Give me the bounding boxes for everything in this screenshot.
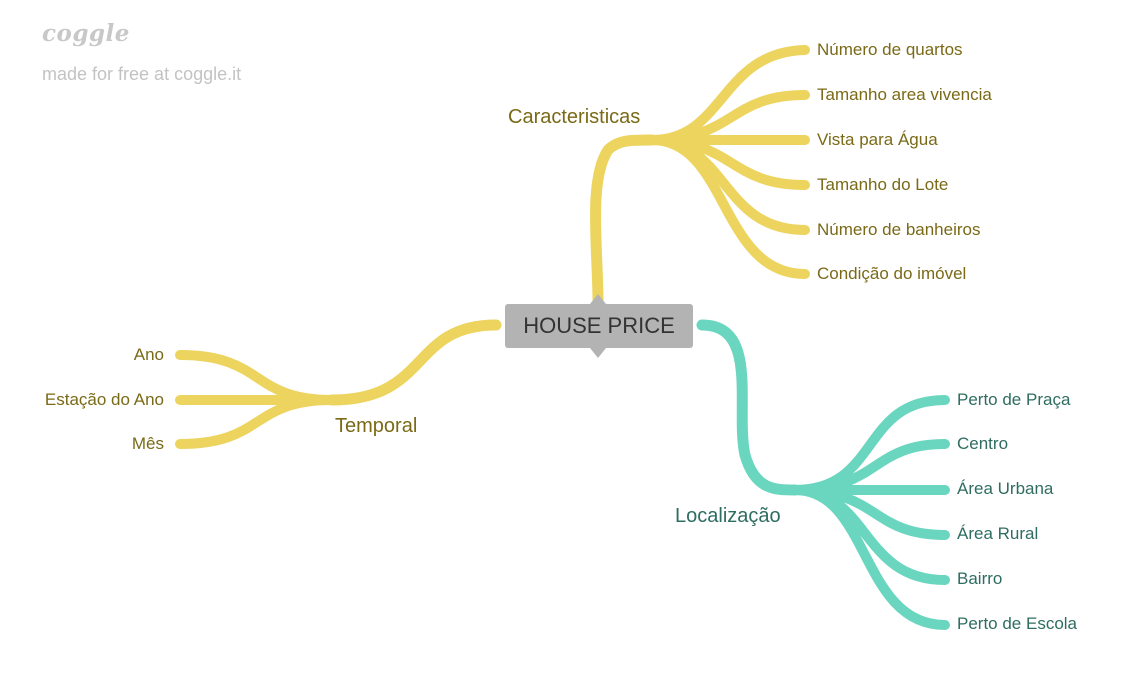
leaf-tamanho-area-vivencia[interactable]: Tamanho area vivencia (817, 85, 992, 104)
node-caracteristicas[interactable]: Caracteristicas (508, 106, 641, 128)
leaf-perto-de-escola[interactable]: Perto de Escola (957, 614, 1078, 633)
leaf-tamanho-do-lote[interactable]: Tamanho do Lote (817, 175, 949, 194)
leaf-vista-para-agua[interactable]: Vista para Água (817, 130, 938, 149)
node-localizacao[interactable]: Localização (675, 505, 781, 527)
root-node[interactable]: HOUSE PRICE (505, 304, 693, 348)
root-top-notch (590, 294, 606, 304)
localizacao-connectors (790, 395, 950, 630)
leaf-ano[interactable]: Ano (133, 345, 164, 364)
caracteristicas-connectors (647, 45, 810, 279)
leaf-area-rural[interactable]: Área Rural (957, 524, 1039, 543)
connector-root-caracteristicas (590, 134, 658, 308)
leaf-mes[interactable]: Mês (131, 434, 164, 453)
leaf-condicao-do-imovel[interactable]: Condição do imóvel (817, 264, 967, 283)
leaf-estacao-do-ano[interactable]: Estação do Ano (44, 390, 164, 409)
node-temporal[interactable]: Temporal (335, 415, 418, 437)
leaf-numero-de-banheiros[interactable]: Número de banheiros (817, 220, 981, 239)
coggle-tagline: made for free at coggle.it (42, 64, 242, 84)
connector-root-localizacao (696, 319, 801, 496)
leaf-numero-de-quartos[interactable]: Número de quartos (817, 40, 963, 59)
leaf-bairro[interactable]: Bairro (957, 569, 1003, 588)
connector-root-temporal (326, 319, 502, 406)
coggle-logo: coggle (42, 20, 130, 47)
leaf-perto-de-praca[interactable]: Perto de Praça (957, 390, 1071, 409)
root-bottom-notch (590, 348, 606, 358)
root-node-label: HOUSE PRICE (523, 313, 675, 338)
leaf-area-urbana[interactable]: Área Urbana (957, 479, 1054, 498)
temporal-connectors (175, 350, 337, 449)
leaf-centro[interactable]: Centro (957, 434, 1009, 453)
